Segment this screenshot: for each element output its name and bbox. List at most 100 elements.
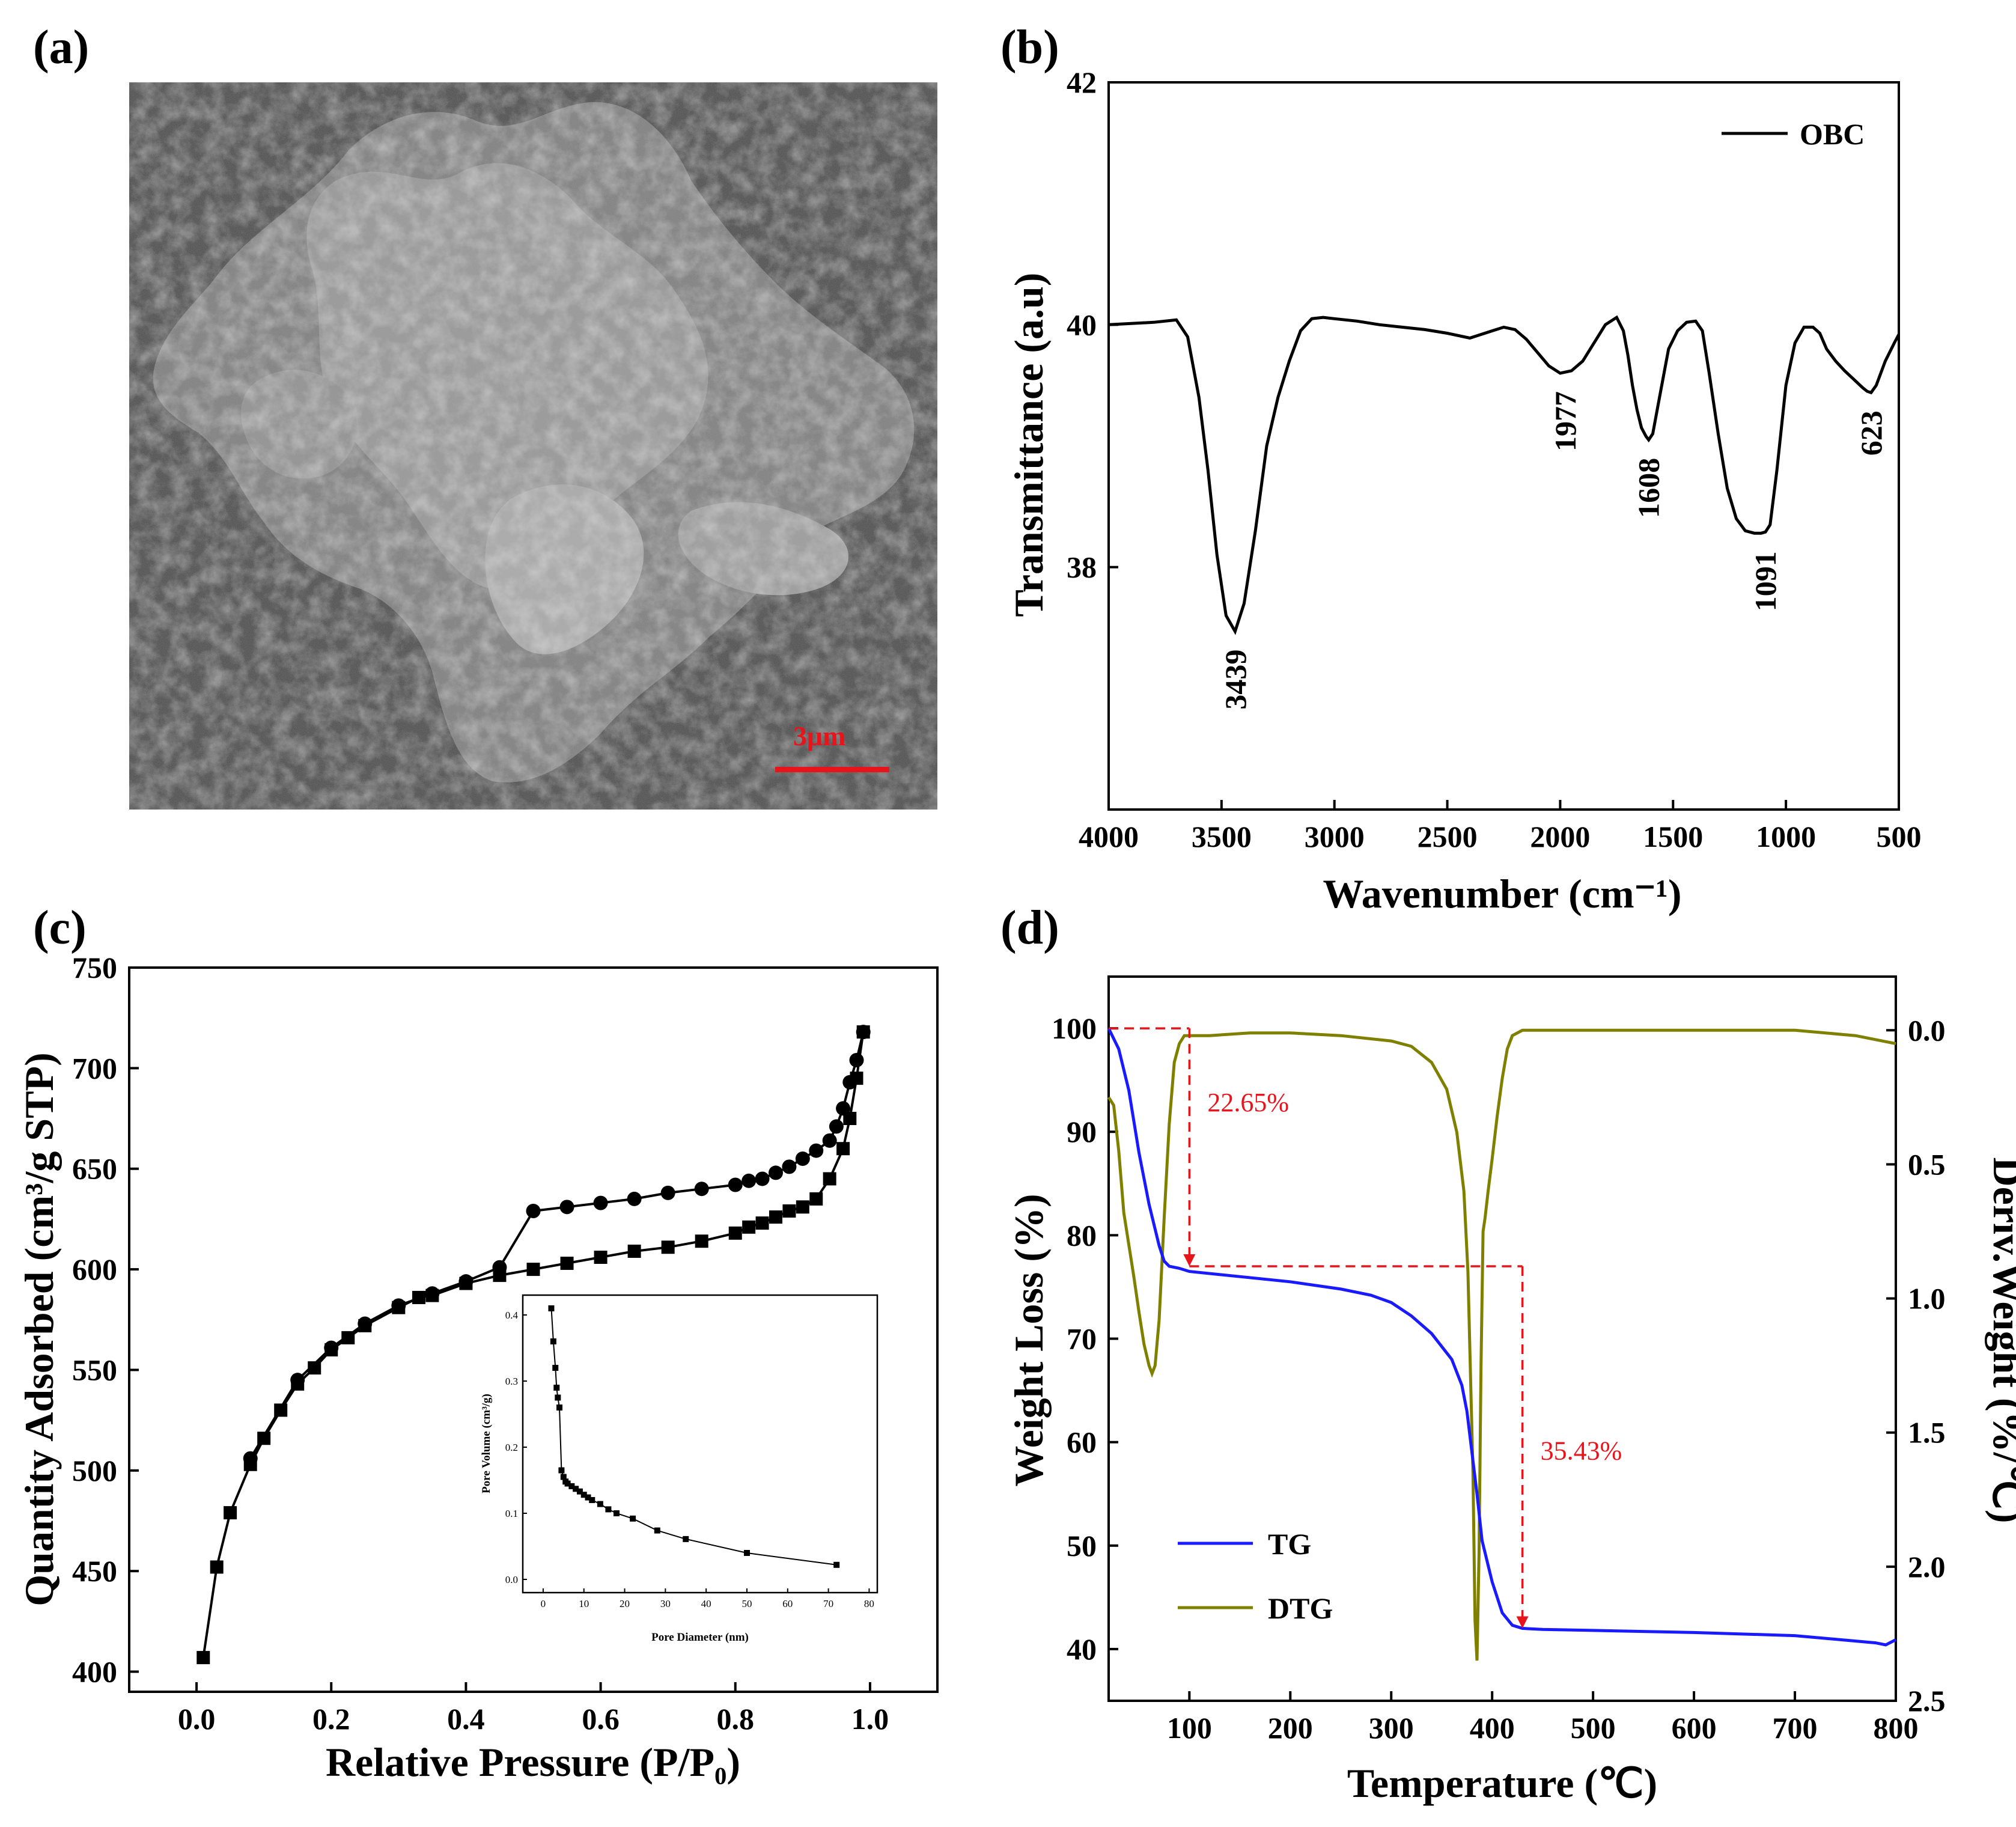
desorption-point xyxy=(627,1191,642,1206)
adsorption-point xyxy=(224,1506,237,1520)
adsorption-point xyxy=(196,1651,210,1665)
adsorption-point xyxy=(782,1204,796,1218)
tga-x-tick-label: 300 xyxy=(1369,1711,1414,1745)
inset-pore-point xyxy=(555,1394,561,1401)
dtg-series-line xyxy=(1107,1028,1896,1661)
desorption-point xyxy=(742,1173,757,1188)
ftir-plot-frame xyxy=(1107,81,1900,811)
isotherm-x-tick-label: 0.2 xyxy=(312,1702,350,1736)
desorption-point xyxy=(769,1165,783,1180)
inset-pore-point xyxy=(553,1385,560,1391)
tga-x-tick-label: 500 xyxy=(1571,1711,1616,1745)
inset-x-tick-label: 0 xyxy=(541,1598,546,1609)
ftir-x-tick-label: 2500 xyxy=(1418,820,1478,853)
ftir-y-tick-label: 40 xyxy=(1067,308,1097,341)
ftir-peak-label: 3439 xyxy=(1219,650,1252,710)
ftir-y-tick-label: 38 xyxy=(1067,551,1097,584)
desorption-point xyxy=(243,1451,258,1466)
adsorption-point xyxy=(257,1432,271,1445)
tg-series-line xyxy=(1107,1028,1897,1647)
ftir-x-tick-label: 1000 xyxy=(1756,820,1816,853)
adsorption-point xyxy=(627,1244,641,1258)
tga-y2-tick-label: 0.5 xyxy=(1908,1147,1946,1181)
inset-plot-frame xyxy=(522,1294,879,1594)
desorption-point xyxy=(836,1101,851,1116)
ftir-x-tick-label: 4000 xyxy=(1079,820,1139,853)
inset-x-tick-label: 60 xyxy=(782,1598,793,1609)
desorption-point xyxy=(492,1260,507,1275)
desorption-point xyxy=(856,1025,871,1040)
inset-x-tick-label: 10 xyxy=(579,1598,589,1609)
ftir-y-axis-label: Transmittance (a.u) xyxy=(1006,273,1052,617)
ftir-chart: 4000 3500 3000 2500 2000 1500 1000 500 38 40 42 34… xyxy=(1006,66,1922,917)
inset-pore-point xyxy=(630,1515,636,1522)
inset-y-tick-label: 0.3 xyxy=(505,1376,518,1387)
isotherm-x-tick-label: 0.0 xyxy=(178,1702,216,1736)
adsorption-point xyxy=(695,1234,708,1248)
inset-pore-point xyxy=(605,1506,612,1513)
desorption-point xyxy=(324,1340,339,1355)
tga-y2-tick-label: 1.0 xyxy=(1908,1282,1946,1316)
adsorption-point xyxy=(274,1403,288,1417)
isotherm-plot-frame xyxy=(128,966,939,1693)
inset-pore-point xyxy=(597,1501,603,1507)
isotherm-x-tick-label: 0.6 xyxy=(582,1702,620,1736)
inset-pore-point xyxy=(556,1405,563,1411)
tga-y2-tick-label: 1.5 xyxy=(1908,1416,1946,1450)
desorption-point xyxy=(809,1143,824,1158)
inset-x-tick-label: 20 xyxy=(620,1598,630,1609)
adsorption-point xyxy=(742,1220,756,1234)
isotherm-y-tick-label: 400 xyxy=(72,1655,117,1689)
isotherm-y-tick-label: 450 xyxy=(72,1554,117,1588)
panel-a-label: (a) xyxy=(33,21,89,74)
desorption-point xyxy=(829,1119,844,1134)
adsorption-point xyxy=(661,1240,675,1254)
desorption-point xyxy=(458,1274,474,1289)
inset-pore-point xyxy=(585,1494,591,1501)
adsorption-point xyxy=(809,1192,823,1206)
ftir-x-axis-label: Wavenumber (cm⁻¹) xyxy=(1323,871,1681,917)
tga-y-tick-label: 80 xyxy=(1067,1218,1097,1252)
tga-y-tick-label: 50 xyxy=(1067,1529,1097,1563)
desorption-point xyxy=(358,1316,373,1331)
ftir-x-tick-label: 1500 xyxy=(1643,820,1703,853)
inset-pore-point xyxy=(552,1365,559,1371)
tga-x-tick-label: 100 xyxy=(1167,1711,1212,1745)
tga-y-tick-label: 40 xyxy=(1067,1632,1097,1666)
isotherm-y-tick-label: 500 xyxy=(72,1454,117,1487)
annotation-arrow-head xyxy=(1183,1254,1196,1266)
desorption-point xyxy=(842,1075,857,1090)
sem-image: 3μm xyxy=(129,82,937,810)
adsorption-point xyxy=(412,1290,425,1304)
panel-b-label: (b) xyxy=(1000,21,1059,74)
inset-y-tick-label: 0.4 xyxy=(505,1310,519,1321)
adsorption-point xyxy=(836,1142,850,1156)
desorption-point xyxy=(782,1159,797,1174)
adsorption-point xyxy=(755,1216,769,1230)
isotherm-adsorption-line xyxy=(202,1031,865,1658)
ftir-y-tick-label: 42 xyxy=(1067,66,1097,99)
inset-y-tick-label: 0.0 xyxy=(505,1574,518,1585)
ftir-peak-label: 1977 xyxy=(1549,391,1582,451)
isotherm-y-tick-label: 650 xyxy=(72,1152,117,1186)
inset-pore-point xyxy=(548,1305,555,1311)
adsorption-point xyxy=(843,1112,857,1126)
isotherm-x-tick-label: 0.4 xyxy=(447,1702,485,1736)
ftir-series-line-obc xyxy=(1108,315,1901,635)
inset-pore-point xyxy=(564,1480,571,1487)
isotherm-x-tick-label: 1.0 xyxy=(851,1702,889,1736)
isotherm-y-tick-label: 750 xyxy=(72,951,117,984)
tga-y2-axis-label: Deriv.Weight (%/℃) xyxy=(1985,1158,2016,1524)
adsorption-point xyxy=(728,1226,742,1240)
adsorption-point xyxy=(594,1251,608,1264)
inset-x-tick-label: 40 xyxy=(701,1598,711,1609)
inset-y-tick-label: 0.1 xyxy=(505,1508,518,1519)
ftir-peak-label: 1091 xyxy=(1749,551,1782,611)
desorption-point xyxy=(728,1177,743,1192)
tga-x-tick-label: 700 xyxy=(1773,1711,1818,1745)
inset-y-tick-label: 0.2 xyxy=(505,1442,518,1453)
tga-y-tick-label: 60 xyxy=(1067,1426,1097,1459)
inset-y-axis-label: Pore Volume (cm³/g) xyxy=(480,1394,493,1493)
inset-pore-point xyxy=(568,1483,575,1489)
